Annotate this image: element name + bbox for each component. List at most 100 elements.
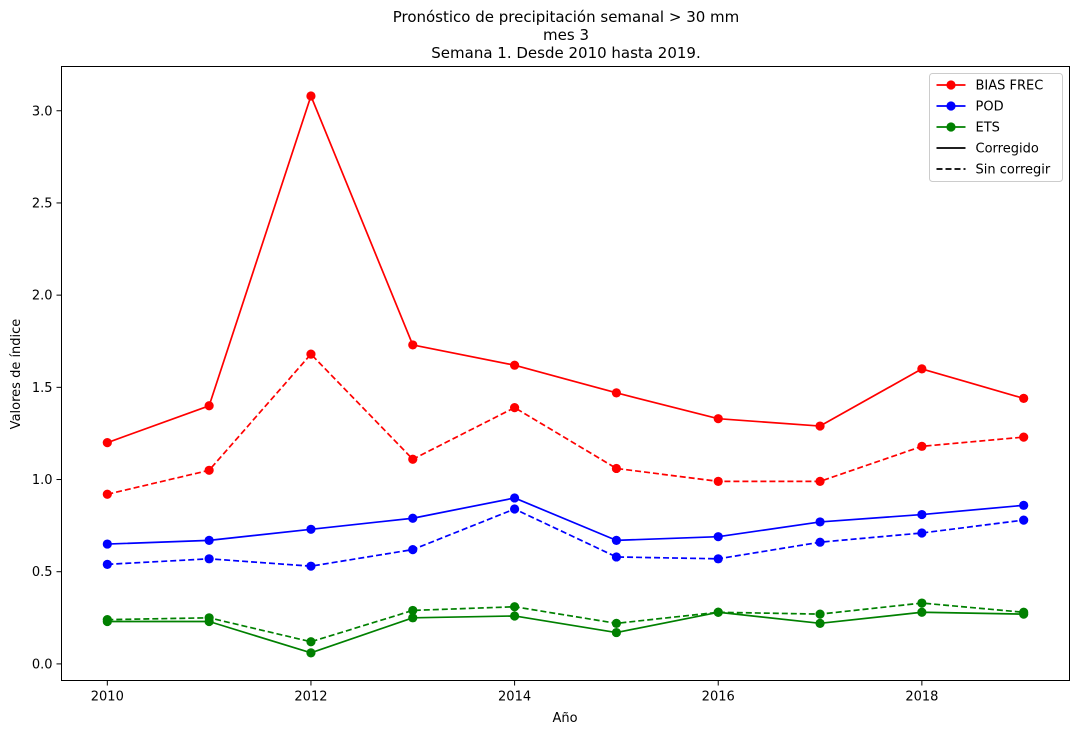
legend-marker-ets [946,122,956,132]
data-point-bias-frec-corregido-2017 [815,421,825,431]
data-point-ets-sin-corregir-2014 [509,602,520,612]
y-tick-label: 2.0 [32,289,53,304]
data-point-ets-sin-corregir-2015 [611,618,622,628]
data-point-bias-frec-sin-corregir-2019 [1019,432,1029,442]
data-point-pod-sin-corregir-2017 [815,537,825,547]
data-point-ets-sin-corregir-2018 [917,598,927,608]
legend-entry-corregido: Corregido [936,142,1039,157]
data-point-pod-sin-corregir-2015 [611,552,622,562]
series-line-pod-sin-corregir [107,508,1024,568]
y-axis-label: Valores de índice [9,319,24,430]
legend-entry-bias-frec: BIAS FREC [936,79,1044,94]
data-point-pod-corregido-2013 [408,513,418,523]
y-tick-label: 1.0 [32,473,53,488]
data-point-pod-sin-corregir-2013 [408,544,418,555]
data-point-ets-sin-corregir-2010 [102,615,112,625]
x-axis-ticks: 2010 2012 2014 2016 2018 [91,680,938,705]
legend-entry-sin-corregir: Sin corregir [936,163,1051,178]
legend-frame [929,73,1063,182]
data-point-bias-frec-sin-corregir-2015 [611,463,622,474]
legend: BIAS FREC POD ETS Corregido Sin corregir [929,73,1063,182]
data-point-pod-sin-corregir-2011 [204,554,214,564]
data-point-bias-frec-sin-corregir-2011 [204,465,214,475]
data-point-bias-frec-corregido-2010 [102,438,112,448]
data-point-ets-sin-corregir-2011 [204,613,214,623]
data-point-ets-sin-corregir-2017 [815,609,825,619]
y-tick-label: 1.5 [32,381,53,396]
data-point-pod-sin-corregir-2016 [713,554,723,564]
legend-marker-bias-frec [946,80,956,90]
series-layer [102,91,1029,658]
series-line-ets-corregido [107,611,1024,654]
data-point-bias-frec-sin-corregir-2017 [815,476,825,486]
x-tick-label: 2014 [498,690,531,705]
data-point-ets-sin-corregir-2016 [713,607,723,617]
legend-entry-ets: ETS [936,121,1000,136]
data-point-pod-corregido-2016 [713,532,723,542]
data-point-pod-corregido-2019 [1019,500,1029,510]
data-point-bias-frec-sin-corregir-2016 [713,476,723,486]
x-tick-label: 2010 [91,690,124,705]
data-point-ets-corregido-2018 [917,607,927,617]
data-point-bias-frec-corregido-2019 [1019,393,1029,403]
data-point-bias-frec-corregido-2014 [509,360,520,370]
chart-title-line-2: mes 3 [543,26,589,44]
series-ets-sin-corregir [102,598,1029,647]
data-point-bias-frec-corregido-2012 [306,91,316,101]
x-tick-label: 2012 [294,690,327,705]
data-point-pod-corregido-2010 [102,539,112,549]
data-point-bias-frec-corregido-2013 [408,340,418,350]
legend-label-pod: POD [976,100,1004,115]
legend-label-corregido: Corregido [976,142,1039,157]
data-point-ets-sin-corregir-2013 [408,605,418,616]
series-line-bias-frec-sin-corregir [107,353,1024,496]
series-pod-corregido [102,493,1029,549]
data-point-pod-corregido-2015 [611,535,622,545]
data-point-ets-corregido-2014 [509,611,520,621]
data-point-bias-frec-corregido-2011 [204,401,214,411]
series-pod-sin-corregir [102,504,1029,571]
data-point-bias-frec-corregido-2015 [611,388,622,398]
legend-label-ets: ETS [976,121,1000,136]
data-point-ets-corregido-2012 [306,648,316,658]
legend-marker-pod [946,101,956,111]
data-point-pod-sin-corregir-2018 [917,528,927,538]
data-point-pod-sin-corregir-2014 [509,504,520,514]
y-axis-ticks: 0.0 0.5 1.0 1.5 2.0 2.5 3.0 [32,104,62,672]
x-tick-label: 2018 [905,690,938,705]
data-point-bias-frec-corregido-2016 [713,414,723,424]
data-point-ets-sin-corregir-2019 [1019,607,1029,617]
legend-label-bias-frec: BIAS FREC [976,79,1044,94]
data-point-bias-frec-sin-corregir-2012 [306,349,316,359]
series-bias-frec-corregido [102,91,1029,448]
chart-title-line-1: Pronóstico de precipitación semanal > 30… [393,8,740,26]
data-point-pod-sin-corregir-2010 [102,559,112,569]
data-point-bias-frec-corregido-2018 [917,364,927,374]
series-bias-frec-sin-corregir [102,349,1029,499]
chart-title: Pronóstico de precipitación semanal > 30… [393,8,740,62]
data-point-bias-frec-sin-corregir-2014 [509,403,520,413]
x-tick-label: 2016 [702,690,735,705]
y-tick-label: 0.5 [32,565,53,580]
chart-title-line-3: Semana 1. Desde 2010 hasta 2019. [431,44,700,62]
data-point-ets-corregido-2017 [815,618,825,628]
legend-label-sin-corregir: Sin corregir [976,163,1051,178]
data-point-pod-corregido-2014 [509,493,520,503]
data-point-ets-sin-corregir-2012 [306,637,316,647]
series-line-bias-frec-corregido [107,95,1024,444]
y-tick-label: 0.0 [32,657,53,672]
data-point-ets-corregido-2015 [611,627,622,638]
data-point-bias-frec-sin-corregir-2010 [102,489,112,499]
data-point-pod-sin-corregir-2012 [306,561,316,571]
legend-entry-pod: POD [936,100,1004,115]
y-tick-label: 2.5 [32,196,53,211]
x-axis-label: Año [552,711,577,726]
data-point-bias-frec-sin-corregir-2018 [917,441,927,451]
data-point-pod-sin-corregir-2019 [1019,515,1029,525]
series-line-pod-corregido [107,497,1024,545]
data-point-pod-corregido-2012 [306,524,316,534]
y-tick-label: 3.0 [32,104,53,119]
data-point-pod-corregido-2017 [815,517,825,527]
